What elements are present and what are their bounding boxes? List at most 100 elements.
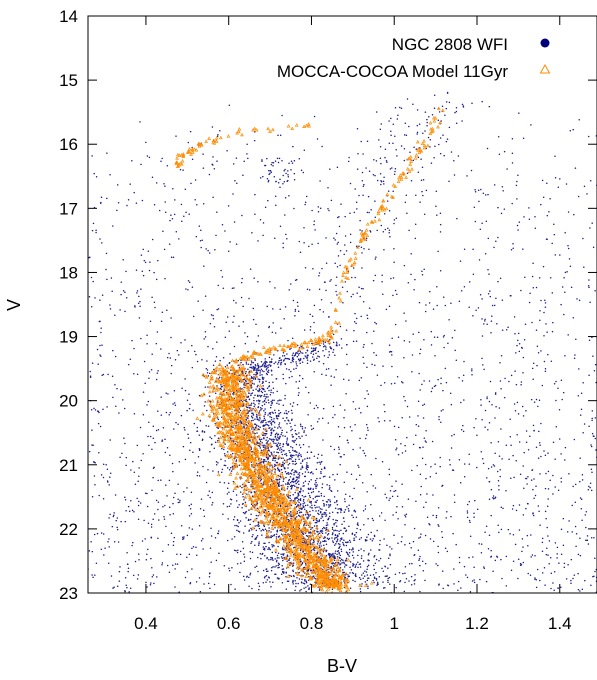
data-point-ngc-2808-wfi <box>382 581 384 583</box>
data-point-ngc-2808-wfi <box>415 194 417 196</box>
data-point-ngc-2808-wfi <box>178 591 180 593</box>
data-point-ngc-2808-wfi <box>490 331 492 334</box>
data-point-ngc-2808-wfi <box>358 538 361 540</box>
data-point-ngc-2808-wfi <box>479 228 482 231</box>
data-point-ngc-2808-wfi <box>254 544 256 547</box>
data-point-ngc-2808-wfi <box>412 540 415 543</box>
data-point-ngc-2808-wfi <box>442 134 444 136</box>
data-point-ngc-2808-wfi <box>349 561 352 563</box>
data-point-ngc-2808-wfi <box>458 459 461 461</box>
data-point-ngc-2808-wfi <box>325 543 328 546</box>
data-point-ngc-2808-wfi <box>573 438 576 441</box>
data-point-ngc-2808-wfi <box>521 405 524 408</box>
data-point-ngc-2808-wfi <box>357 522 359 524</box>
data-point-ngc-2808-wfi <box>396 155 398 157</box>
data-point-ngc-2808-wfi <box>256 517 258 520</box>
data-point-ngc-2808-wfi <box>325 500 328 503</box>
data-point-ngc-2808-wfi <box>299 251 302 253</box>
data-point-ngc-2808-wfi <box>169 411 172 414</box>
data-point-ngc-2808-wfi <box>189 449 191 452</box>
data-point-ngc-2808-wfi <box>594 417 597 419</box>
data-point-ngc-2808-wfi <box>323 511 326 514</box>
data-point-ngc-2808-wfi <box>346 553 349 555</box>
data-point-ngc-2808-wfi <box>257 425 260 427</box>
data-point-ngc-2808-wfi <box>126 204 128 207</box>
data-point-ngc-2808-wfi <box>290 515 292 518</box>
data-point-ngc-2808-wfi <box>476 466 478 469</box>
data-point-ngc-2808-wfi <box>167 393 169 395</box>
data-point-ngc-2808-wfi <box>438 111 441 113</box>
data-point-ngc-2808-wfi <box>505 555 508 558</box>
data-point-ngc-2808-wfi <box>333 448 336 451</box>
data-point-ngc-2808-wfi <box>259 439 261 441</box>
data-point-ngc-2808-wfi <box>282 461 284 464</box>
data-point-ngc-2808-wfi <box>318 355 321 358</box>
data-point-ngc-2808-wfi <box>469 521 471 523</box>
data-point-ngc-2808-wfi <box>306 362 309 364</box>
data-point-ngc-2808-wfi <box>316 543 319 545</box>
data-point-ngc-2808-wfi <box>279 186 281 188</box>
data-point-ngc-2808-wfi <box>520 564 523 566</box>
data-point-ngc-2808-wfi <box>466 503 469 506</box>
data-point-ngc-2808-wfi <box>453 501 456 503</box>
data-point-ngc-2808-wfi <box>422 194 424 197</box>
data-point-ngc-2808-wfi <box>534 578 536 580</box>
data-point-ngc-2808-wfi <box>511 162 514 164</box>
data-point-ngc-2808-wfi <box>199 419 202 422</box>
data-point-ngc-2808-wfi <box>472 556 474 558</box>
data-point-ngc-2808-wfi <box>277 469 279 471</box>
data-point-ngc-2808-wfi <box>281 547 284 549</box>
data-point-ngc-2808-wfi <box>250 394 252 397</box>
data-point-ngc-2808-wfi <box>434 355 436 357</box>
data-point-ngc-2808-wfi <box>431 387 434 389</box>
data-point-ngc-2808-wfi <box>291 456 293 458</box>
data-point-ngc-2808-wfi <box>534 577 536 579</box>
data-point-ngc-2808-wfi <box>313 371 315 373</box>
data-point-ngc-2808-wfi <box>471 368 473 370</box>
data-point-ngc-2808-wfi <box>295 454 297 456</box>
data-point-ngc-2808-wfi <box>538 277 541 279</box>
data-point-ngc-2808-wfi <box>155 499 158 502</box>
data-point-ngc-2808-wfi <box>314 349 317 351</box>
data-point-ngc-2808-wfi <box>315 481 317 484</box>
data-point-ngc-2808-wfi <box>557 387 559 390</box>
data-point-ngc-2808-wfi <box>397 426 400 429</box>
data-point-ngc-2808-wfi <box>342 571 345 574</box>
data-point-ngc-2808-wfi <box>284 533 286 536</box>
data-point-ngc-2808-wfi <box>271 161 273 164</box>
data-point-ngc-2808-wfi <box>298 458 300 460</box>
data-point-ngc-2808-wfi <box>410 252 412 255</box>
data-point-ngc-2808-wfi <box>555 380 557 383</box>
data-point-ngc-2808-wfi <box>545 517 547 520</box>
data-point-ngc-2808-wfi <box>373 534 376 537</box>
data-point-ngc-2808-wfi <box>143 360 146 363</box>
data-point-ngc-2808-wfi <box>541 550 544 553</box>
data-point-ngc-2808-wfi <box>257 240 259 242</box>
data-point-ngc-2808-wfi <box>480 543 483 545</box>
data-point-ngc-2808-wfi <box>161 562 164 564</box>
data-point-ngc-2808-wfi <box>223 452 226 455</box>
data-point-ngc-2808-wfi <box>351 533 354 535</box>
data-point-ngc-2808-wfi <box>582 381 584 384</box>
data-point-ngc-2808-wfi <box>261 441 263 444</box>
data-point-ngc-2808-wfi <box>221 468 224 471</box>
data-point-ngc-2808-wfi <box>259 394 261 397</box>
data-point-ngc-2808-wfi <box>195 581 198 583</box>
data-point-ngc-2808-wfi <box>174 404 177 406</box>
data-point-ngc-2808-wfi <box>524 276 526 279</box>
data-point-ngc-2808-wfi <box>455 110 458 113</box>
data-point-ngc-2808-wfi <box>560 477 562 479</box>
data-point-ngc-2808-wfi <box>356 127 359 130</box>
data-point-ngc-2808-wfi <box>482 462 485 465</box>
data-point-ngc-2808-wfi <box>251 367 253 369</box>
data-point-ngc-2808-wfi <box>267 396 269 398</box>
data-point-ngc-2808-wfi <box>252 361 255 364</box>
data-point-ngc-2808-wfi <box>336 243 339 245</box>
data-point-ngc-2808-wfi <box>239 520 242 522</box>
data-point-ngc-2808-wfi <box>321 508 323 511</box>
data-point-ngc-2808-wfi <box>245 375 248 377</box>
data-point-ngc-2808-wfi <box>170 372 172 375</box>
data-point-ngc-2808-wfi <box>283 359 285 361</box>
data-point-ngc-2808-wfi <box>253 376 255 378</box>
data-point-ngc-2808-wfi <box>449 392 452 395</box>
